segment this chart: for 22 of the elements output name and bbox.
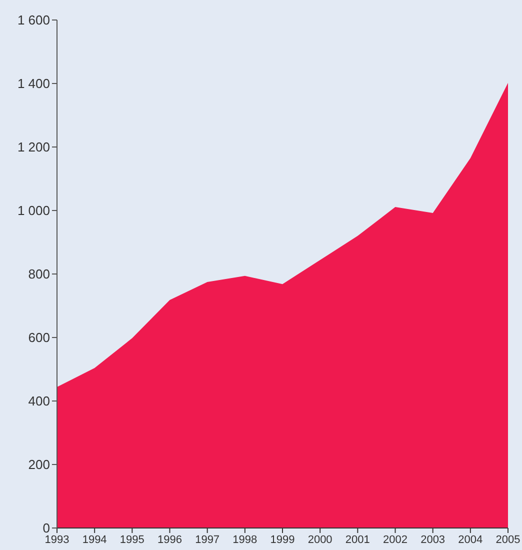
- y-tick-label: 1 200: [17, 140, 50, 155]
- x-tick-label: 1997: [195, 534, 220, 546]
- x-tick-label: 2002: [383, 534, 408, 546]
- x-tick-label: 1993: [44, 534, 70, 546]
- y-tick-label: 1 000: [17, 203, 50, 218]
- y-tick-label: 400: [28, 394, 50, 409]
- x-tick-label: 2001: [345, 534, 370, 546]
- x-tick-label: 1998: [232, 534, 258, 546]
- y-tick-label: 600: [28, 330, 50, 346]
- y-tick-label: 1 600: [17, 12, 50, 28]
- x-tick-label: 1995: [120, 534, 144, 546]
- x-tick-label: 2003: [420, 534, 446, 546]
- x-tick-label: 1994: [82, 534, 107, 546]
- x-tick-label: 2004: [458, 534, 483, 546]
- y-tick-label: 0: [42, 520, 50, 536]
- y-tick-label: 1 400: [17, 76, 50, 92]
- x-tick-label: 1999: [270, 534, 295, 546]
- y-tick-label: 200: [28, 457, 50, 472]
- x-tick-label: 2005: [496, 534, 520, 546]
- y-tick-label: 800: [28, 266, 50, 282]
- x-tick-label: 1996: [158, 534, 182, 546]
- x-tick-label: 2000: [308, 534, 332, 546]
